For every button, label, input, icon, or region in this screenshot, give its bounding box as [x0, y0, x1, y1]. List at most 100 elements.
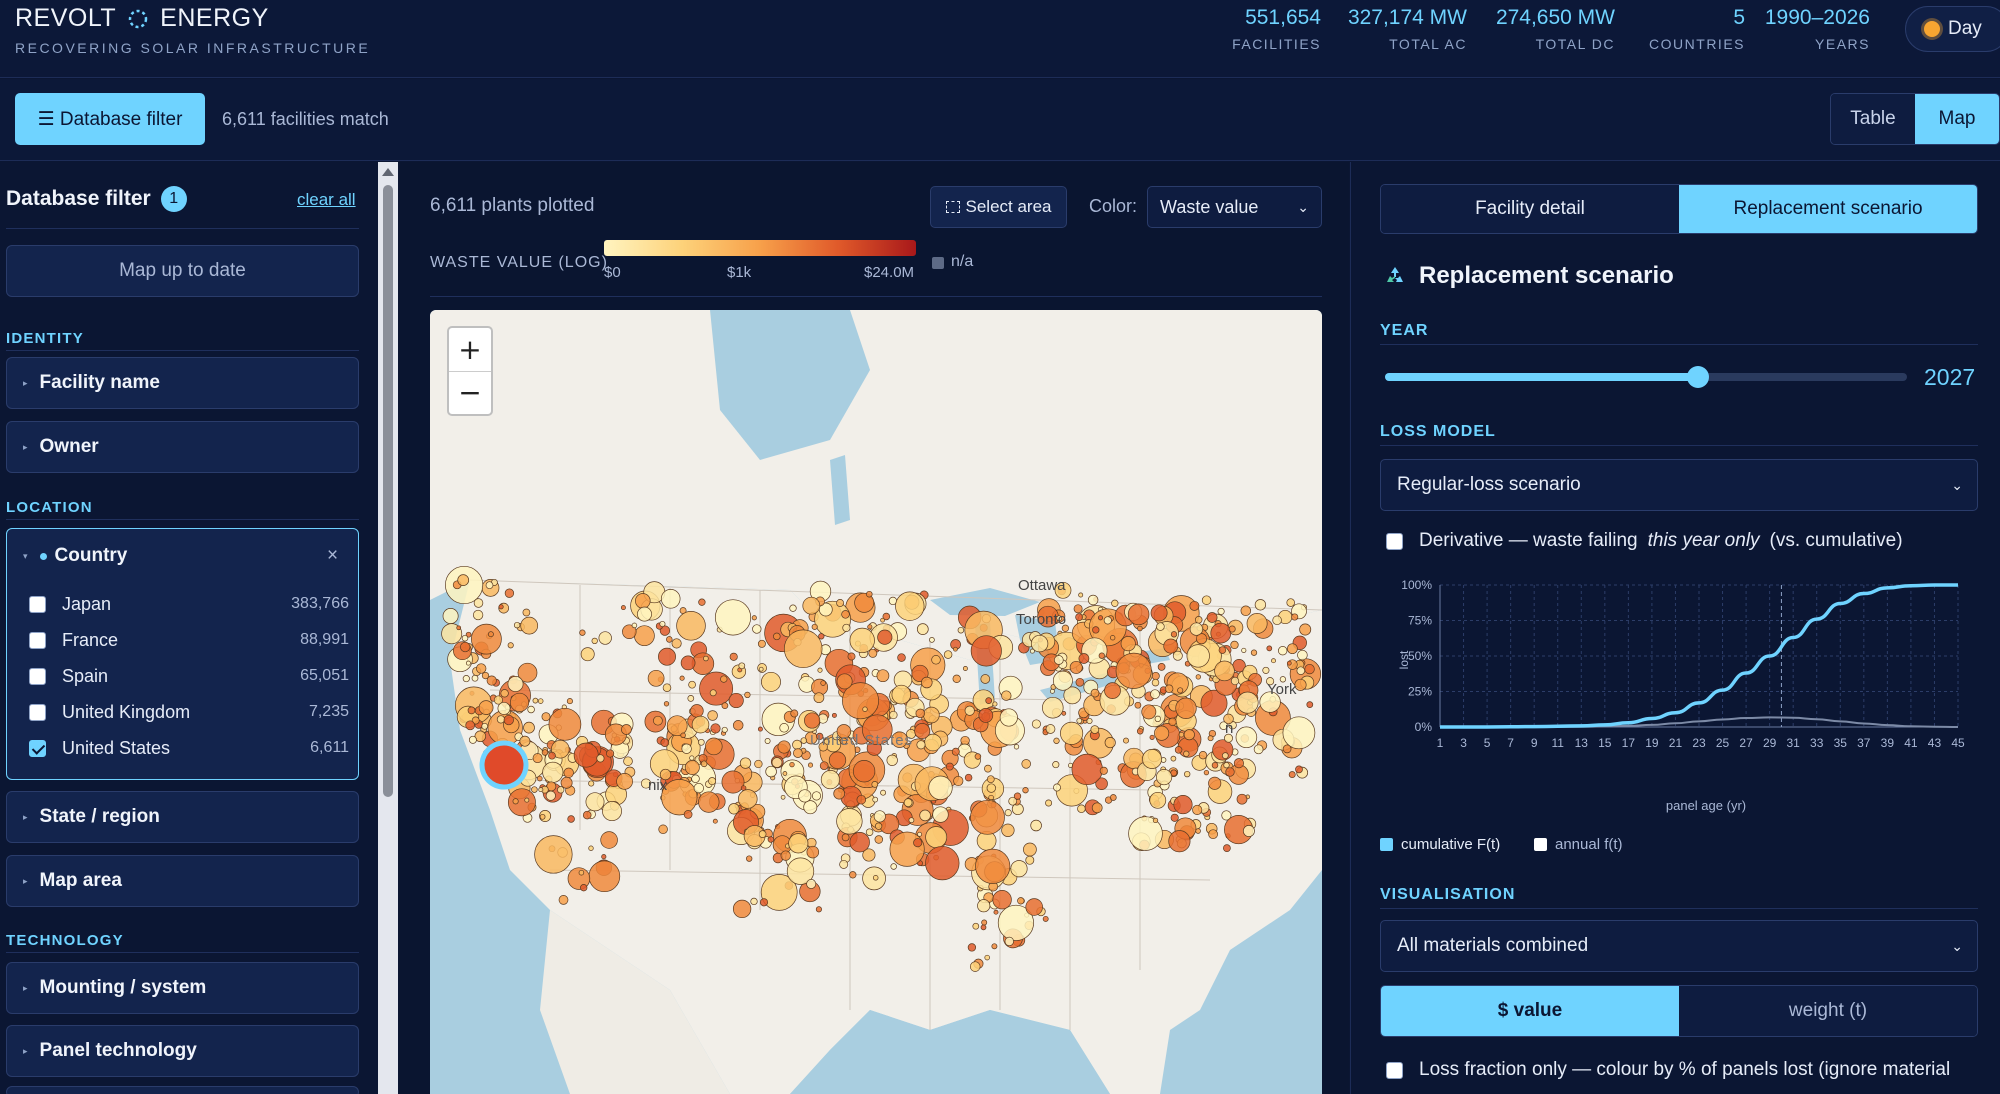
facility-dot	[1004, 809, 1012, 817]
derivative-label: Derivative — waste failing	[1419, 530, 1638, 551]
facet-facility-name[interactable]: ▸ Facility name	[6, 357, 359, 409]
select-area-button[interactable]: Select area	[930, 186, 1067, 228]
country-option-united-kingdom[interactable]: United Kingdom 7,235	[29, 699, 349, 725]
map-up-to-date-button[interactable]: Map up to date	[6, 245, 359, 297]
zoom-out-button[interactable]: −	[458, 376, 482, 410]
facet-state-region[interactable]: ▸ State / region	[6, 791, 359, 843]
checkbox[interactable]	[29, 667, 46, 685]
facility-dot	[1230, 640, 1239, 650]
facility-dot	[986, 775, 995, 784]
facility-dot	[1186, 644, 1210, 668]
legend-annual[interactable]: annual f(t)	[1534, 836, 1623, 853]
checkbox[interactable]	[29, 595, 46, 613]
facility-dot	[1073, 604, 1083, 614]
facility-dot	[849, 832, 870, 853]
visualisation-value: All materials combined	[1397, 935, 1589, 956]
facet-country-header[interactable]: ▾ Country	[23, 545, 127, 567]
facet-mounting[interactable]: ▸ Mounting / system	[6, 962, 359, 1014]
map-canvas[interactable]: Ottawa Toronto York United States nix n	[430, 310, 1322, 1094]
tab-facility-detail[interactable]: Facility detail	[1381, 185, 1679, 233]
country-name: Spain	[62, 665, 109, 686]
divider	[6, 350, 359, 351]
facility-dot	[969, 961, 981, 972]
toggle-weight-button[interactable]: weight (t)	[1679, 986, 1977, 1036]
scrollbar-thumb[interactable]	[383, 185, 393, 797]
facility-dot	[671, 638, 682, 649]
facility-dot	[746, 855, 753, 862]
checkbox[interactable]	[1386, 532, 1403, 550]
view-map-button[interactable]: Map	[1915, 94, 1999, 144]
map-label-york: York	[1267, 681, 1297, 698]
facility-dot	[582, 810, 592, 820]
checkbox[interactable]	[29, 631, 46, 649]
facility-dot	[596, 754, 605, 763]
facility-dot	[1207, 735, 1214, 742]
loss-model-select[interactable]: Regular-loss scenario ⌄	[1380, 459, 1978, 511]
facility-dot	[1023, 842, 1037, 857]
legend-cumulative[interactable]: cumulative F(t)	[1380, 836, 1500, 853]
facility-dot	[1294, 678, 1307, 691]
facility-dot	[1200, 689, 1228, 717]
facility-dot	[679, 675, 685, 681]
facility-dot	[1242, 825, 1255, 837]
color-select[interactable]: Waste value ⌄	[1147, 186, 1322, 228]
facility-dot	[465, 660, 471, 666]
facility-dot	[680, 655, 696, 671]
facility-dot	[928, 775, 953, 800]
country-option-spain[interactable]: Spain 65,051	[29, 663, 349, 689]
x-tick-label: 31	[1787, 736, 1801, 750]
facility-dot	[509, 692, 530, 712]
visualisation-select[interactable]: All materials combined ⌄	[1380, 920, 1978, 972]
facility-dot	[865, 828, 874, 836]
year-slider-thumb[interactable]	[1687, 366, 1710, 388]
loss-fraction-checkbox-row[interactable]: Loss fraction only — colour by % of pane…	[1386, 1059, 1950, 1081]
facility-dot	[1054, 581, 1072, 599]
facility-dot	[503, 714, 514, 726]
toggle-value-button[interactable]: $ value	[1381, 986, 1679, 1036]
facility-dot	[818, 602, 833, 617]
facility-dot	[744, 691, 751, 699]
checkbox[interactable]	[29, 703, 46, 721]
derivative-checkbox-row[interactable]: Derivative — waste failing this year onl…	[1386, 530, 1903, 552]
scroll-up-icon[interactable]	[382, 168, 394, 176]
facility-dot	[953, 646, 958, 652]
facet-partial[interactable]	[6, 1086, 359, 1094]
clear-all-link[interactable]: clear all	[297, 190, 356, 209]
facility-dot	[1201, 595, 1212, 605]
facility-dot	[852, 760, 876, 783]
x-tick-label: 29	[1763, 736, 1777, 750]
database-filter-button[interactable]: ☰ Database filter	[15, 93, 205, 145]
facility-dot	[1203, 769, 1210, 776]
facility-dot	[978, 708, 994, 723]
country-option-japan[interactable]: Japan 383,766	[29, 591, 349, 617]
zoom-in-button[interactable]: +	[449, 328, 491, 372]
theme-toggle-button[interactable]: Day	[1905, 6, 2000, 52]
country-option-united-states[interactable]: United States 6,611	[29, 735, 349, 761]
map-svg: Ottawa Toronto York United States nix n	[430, 310, 1322, 1094]
facility-dot	[1164, 684, 1174, 694]
map-label-n: n	[1225, 720, 1233, 737]
close-icon[interactable]: ×	[327, 545, 339, 566]
checkbox[interactable]	[1386, 1061, 1403, 1079]
facility-dot	[1189, 622, 1204, 636]
checkbox-checked[interactable]	[29, 739, 46, 757]
facility-dot	[1056, 615, 1063, 622]
facility-dot	[818, 633, 825, 640]
facility-dot	[1030, 634, 1049, 653]
country-option-france[interactable]: France 88,991	[29, 627, 349, 653]
view-table-button[interactable]: Table	[1831, 94, 1915, 144]
facility-dot	[1049, 688, 1055, 694]
loss-curve-chart: 0%25%50%75%100% 1 3 5 7 9 11 13 15 17 19 21 23 25 27 2…	[1397, 578, 1965, 813]
facet-map-area[interactable]: ▸ Map area	[6, 855, 359, 907]
facility-dot	[721, 702, 729, 709]
facility-dot	[931, 655, 941, 665]
facility-dot	[1154, 725, 1170, 741]
x-tick-label: 39	[1881, 736, 1895, 750]
facility-dot	[1060, 721, 1084, 745]
facet-owner[interactable]: ▸ Owner	[6, 421, 359, 473]
facet-panel-technology[interactable]: ▸ Panel technology	[6, 1025, 359, 1077]
facility-dot	[889, 831, 925, 867]
tab-replacement-scenario[interactable]: Replacement scenario	[1679, 185, 1977, 233]
facility-dot	[1170, 813, 1179, 822]
facility-dot	[1142, 749, 1162, 769]
